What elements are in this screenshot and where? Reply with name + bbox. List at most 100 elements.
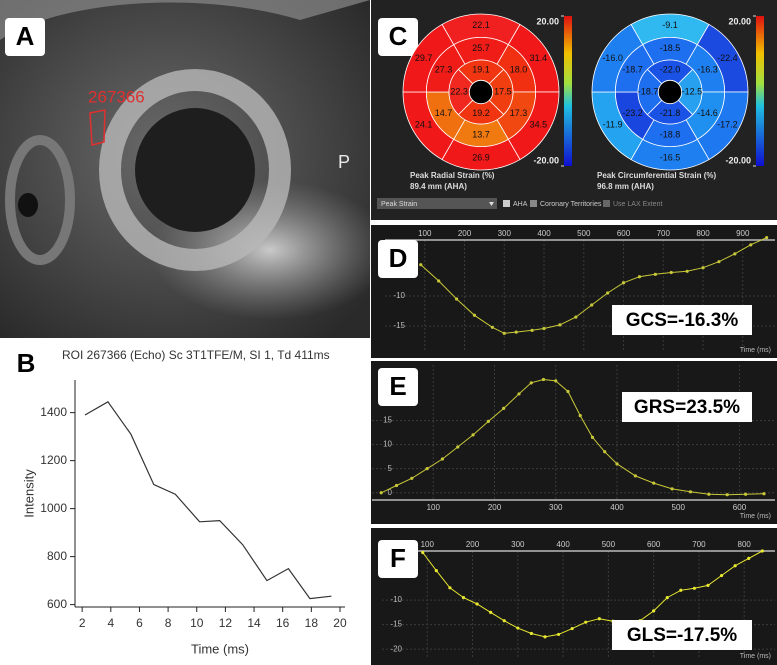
colorbar-label: 20.00 <box>728 16 751 26</box>
segment-label: 14.7 <box>435 108 453 118</box>
data-point <box>517 392 521 396</box>
checkbox[interactable] <box>503 200 510 207</box>
data-point <box>621 281 626 285</box>
y-tick-label: 1400 <box>40 405 67 419</box>
y-tick-label: 15 <box>383 416 392 425</box>
x-tick-label: 700 <box>657 229 671 238</box>
data-point <box>615 462 619 466</box>
data-point <box>434 569 438 573</box>
apex <box>657 79 683 105</box>
x-tick-label: 100 <box>427 503 441 512</box>
data-point <box>744 492 748 496</box>
y-tick-label: 10 <box>383 440 392 449</box>
segment-label: -16.3 <box>697 65 718 75</box>
strain-dropdown[interactable] <box>377 198 497 209</box>
line-chart: 100 200 300 400 500 600 700 800 900 -10 -15 Time (m… <box>378 229 775 354</box>
segment-label: -21.8 <box>660 108 681 118</box>
segment-label: 22.3 <box>450 86 468 96</box>
data-point <box>637 275 642 279</box>
checkbox[interactable] <box>603 200 610 207</box>
data-point <box>574 315 578 319</box>
data-point <box>603 450 607 454</box>
panel-label-box <box>5 18 45 56</box>
x-tick-label: 4 <box>107 616 114 630</box>
data-point <box>590 303 594 307</box>
data-point <box>706 583 710 587</box>
line-chart: 100 200 300 400 500 600 0 5 10 15 Time (ms) GRS=23.… <box>372 365 775 520</box>
line-chart: 2 4 6 8 10 12 14 16 18 20 600 800 1000 1200 1400 Time (… <box>6 345 347 656</box>
panel-label-box <box>378 240 418 278</box>
data-point <box>717 260 721 264</box>
data-point <box>454 297 459 301</box>
mri-tissue <box>0 0 370 40</box>
segment-label: 18.0 <box>510 65 528 75</box>
y-tick-label: 800 <box>47 549 67 563</box>
dropdown-text: Peak Strain <box>381 201 417 208</box>
bullseye-subtitle: 89.4 mm (AHA) <box>410 182 467 191</box>
line-chart: 100 200 300 400 500 600 700 800 -10 -15 -20 Time (m… <box>378 540 775 660</box>
roi-outline <box>89 109 106 146</box>
x-tick-label: 500 <box>602 540 616 549</box>
annotation: GRS=23.5% <box>634 397 740 418</box>
mri-tissue <box>18 193 38 217</box>
data-point <box>762 492 766 496</box>
data-point <box>653 272 657 276</box>
x-axis-label: Time (ms) <box>191 641 249 656</box>
bullseye-title: Peak Circumferential Strain (%) <box>597 171 716 180</box>
data-point <box>556 632 561 637</box>
data-point <box>394 483 399 488</box>
data-point <box>590 435 595 439</box>
y-tick-label: -20 <box>390 644 402 653</box>
option-text: Use LAX Extent <box>613 201 662 208</box>
chart-title: ROI 267366 (Echo) Sc 3T1TFE/M, SI 1, Td … <box>62 348 330 362</box>
data-point <box>542 326 546 331</box>
data-point <box>760 549 764 553</box>
segment-label: 19.1 <box>472 65 490 75</box>
bullseye-title: Peak Radial Strain (%) <box>410 171 495 180</box>
x-tick-label: 16 <box>276 616 290 630</box>
segment-label: -18.7 <box>622 65 643 75</box>
x-tick-label: 200 <box>488 503 502 512</box>
panel-label: D <box>389 243 408 273</box>
data-point <box>707 492 711 496</box>
roi-label: 267366 <box>88 87 145 106</box>
panel-label: F <box>390 543 406 573</box>
x-tick-label: 100 <box>421 540 435 549</box>
x-axis-label: Time (ms) <box>740 653 771 660</box>
segment-label: -18.7 <box>638 86 659 96</box>
data-point <box>475 602 479 606</box>
segment-label: -22.4 <box>717 53 738 63</box>
segment-label: 25.7 <box>472 43 490 53</box>
panel-label-box <box>6 345 46 383</box>
x-tick-label: 900 <box>736 229 750 238</box>
data-point <box>685 269 689 273</box>
y-tick-label: -10 <box>393 291 405 300</box>
x-tick-label: 10 <box>190 616 204 630</box>
y-tick-label: 5 <box>388 464 393 473</box>
data-point <box>665 596 669 600</box>
data-point <box>440 457 445 461</box>
bullseye: 22.1 31.4 34.5 26.9 24.1 29.7 25.7 18.0 17.3 13.7… <box>402 13 572 191</box>
data-point <box>489 610 493 614</box>
data-point <box>725 493 729 497</box>
x-tick-label: 8 <box>165 616 172 630</box>
checkbox[interactable] <box>530 200 537 207</box>
data-line <box>84 401 332 600</box>
data-point <box>529 381 533 385</box>
data-point <box>530 328 534 332</box>
data-point <box>379 491 383 495</box>
annotation-box <box>622 392 752 422</box>
x-tick-label: 600 <box>647 540 661 549</box>
data-point <box>597 617 601 621</box>
y-tick-label: 0 <box>388 488 393 497</box>
colorbar-label: 20.00 <box>536 16 559 26</box>
segment-label: -9.1 <box>662 20 678 30</box>
data-point <box>486 419 490 424</box>
data-line <box>380 378 765 496</box>
data-point <box>558 323 562 327</box>
data-point <box>502 619 506 623</box>
data-point <box>541 377 546 382</box>
annotation-box <box>612 305 752 335</box>
data-point <box>584 620 588 624</box>
data-point <box>633 474 637 478</box>
